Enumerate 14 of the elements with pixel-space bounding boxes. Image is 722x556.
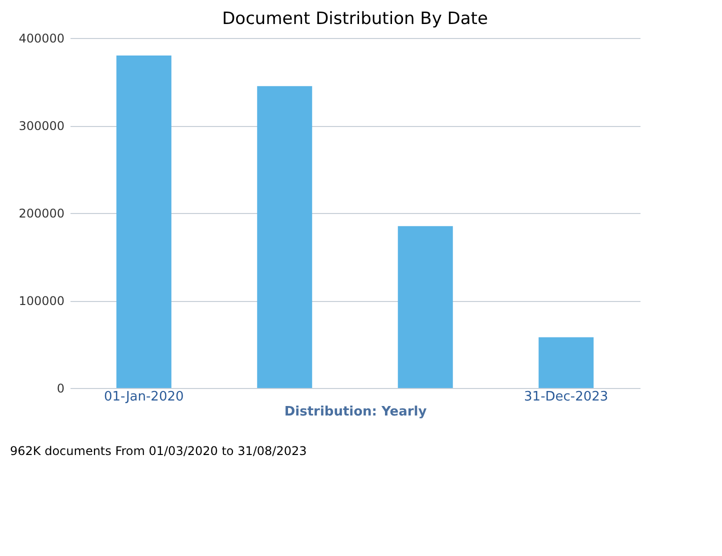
chart-title: Document Distribution By Date xyxy=(222,9,488,29)
x-tick-label: 31-Dec-2023 xyxy=(524,390,608,404)
y-tick-label: 400000 xyxy=(18,32,64,46)
y-tick-label: 200000 xyxy=(18,206,64,220)
y-tick-label: 100000 xyxy=(18,294,64,308)
bar xyxy=(538,337,594,388)
x-tick-label: 01-Jan-2020 xyxy=(104,390,184,404)
x-axis-title: Distribution: Yearly xyxy=(284,404,428,420)
y-tick-label: 0 xyxy=(56,382,64,396)
y-tick-label: 300000 xyxy=(18,119,64,133)
text: 962K documents From 01/03/2020 to 31/08/2023 xyxy=(10,444,307,458)
bar xyxy=(398,226,453,388)
bar xyxy=(257,86,312,388)
bar xyxy=(116,56,172,388)
